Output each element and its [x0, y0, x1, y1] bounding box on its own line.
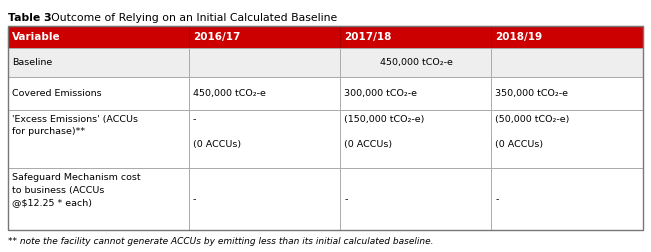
Text: -: - [495, 195, 499, 204]
Text: 350,000 tCO₂-e: 350,000 tCO₂-e [495, 89, 568, 98]
Bar [492, 77, 643, 110]
Bar [189, 26, 340, 48]
Bar [8, 77, 189, 110]
Text: : Outcome of Relying on an Initial Calculated Baseline: : Outcome of Relying on an Initial Calcu… [44, 13, 337, 23]
Bar [8, 48, 189, 77]
Bar [340, 110, 492, 168]
Text: 450,000 tCO₂-e: 450,000 tCO₂-e [380, 58, 452, 67]
Text: -

(0 ACCUs): - (0 ACCUs) [193, 115, 241, 149]
Bar [189, 77, 340, 110]
Bar [340, 77, 492, 110]
Bar [8, 26, 189, 48]
Text: (50,000 tCO₂-e)

(0 ACCUs): (50,000 tCO₂-e) (0 ACCUs) [495, 115, 570, 149]
Bar [492, 26, 643, 48]
Text: Table 3: Table 3 [8, 13, 51, 23]
Bar [8, 110, 189, 168]
Text: Variable: Variable [12, 32, 61, 42]
Text: 2017/18: 2017/18 [344, 32, 391, 42]
Text: -: - [344, 195, 348, 204]
Bar [189, 48, 643, 77]
Text: ** note the facility cannot generate ACCUs by emitting less than its initial cal: ** note the facility cannot generate ACC… [8, 237, 434, 246]
Text: 450,000 tCO₂-e: 450,000 tCO₂-e [193, 89, 266, 98]
Bar [8, 26, 643, 230]
Bar [340, 168, 492, 230]
Text: 2016/17: 2016/17 [193, 32, 240, 42]
Text: 300,000 tCO₂-e: 300,000 tCO₂-e [344, 89, 417, 98]
Bar [189, 168, 340, 230]
Text: Covered Emissions: Covered Emissions [12, 89, 102, 98]
Text: -: - [193, 195, 197, 204]
Bar [492, 168, 643, 230]
Bar [8, 168, 189, 230]
Text: (150,000 tCO₂-e)

(0 ACCUs): (150,000 tCO₂-e) (0 ACCUs) [344, 115, 424, 149]
Bar [189, 110, 340, 168]
Bar [340, 26, 492, 48]
Text: Baseline: Baseline [12, 58, 52, 67]
Text: Safeguard Mechanism cost
to business (ACCUs
@$12.25 * each): Safeguard Mechanism cost to business (AC… [12, 173, 141, 207]
Text: 2018/19: 2018/19 [495, 32, 542, 42]
Text: 'Excess Emissions' (ACCUs
for purchase)**: 'Excess Emissions' (ACCUs for purchase)*… [12, 115, 138, 136]
Bar [492, 110, 643, 168]
